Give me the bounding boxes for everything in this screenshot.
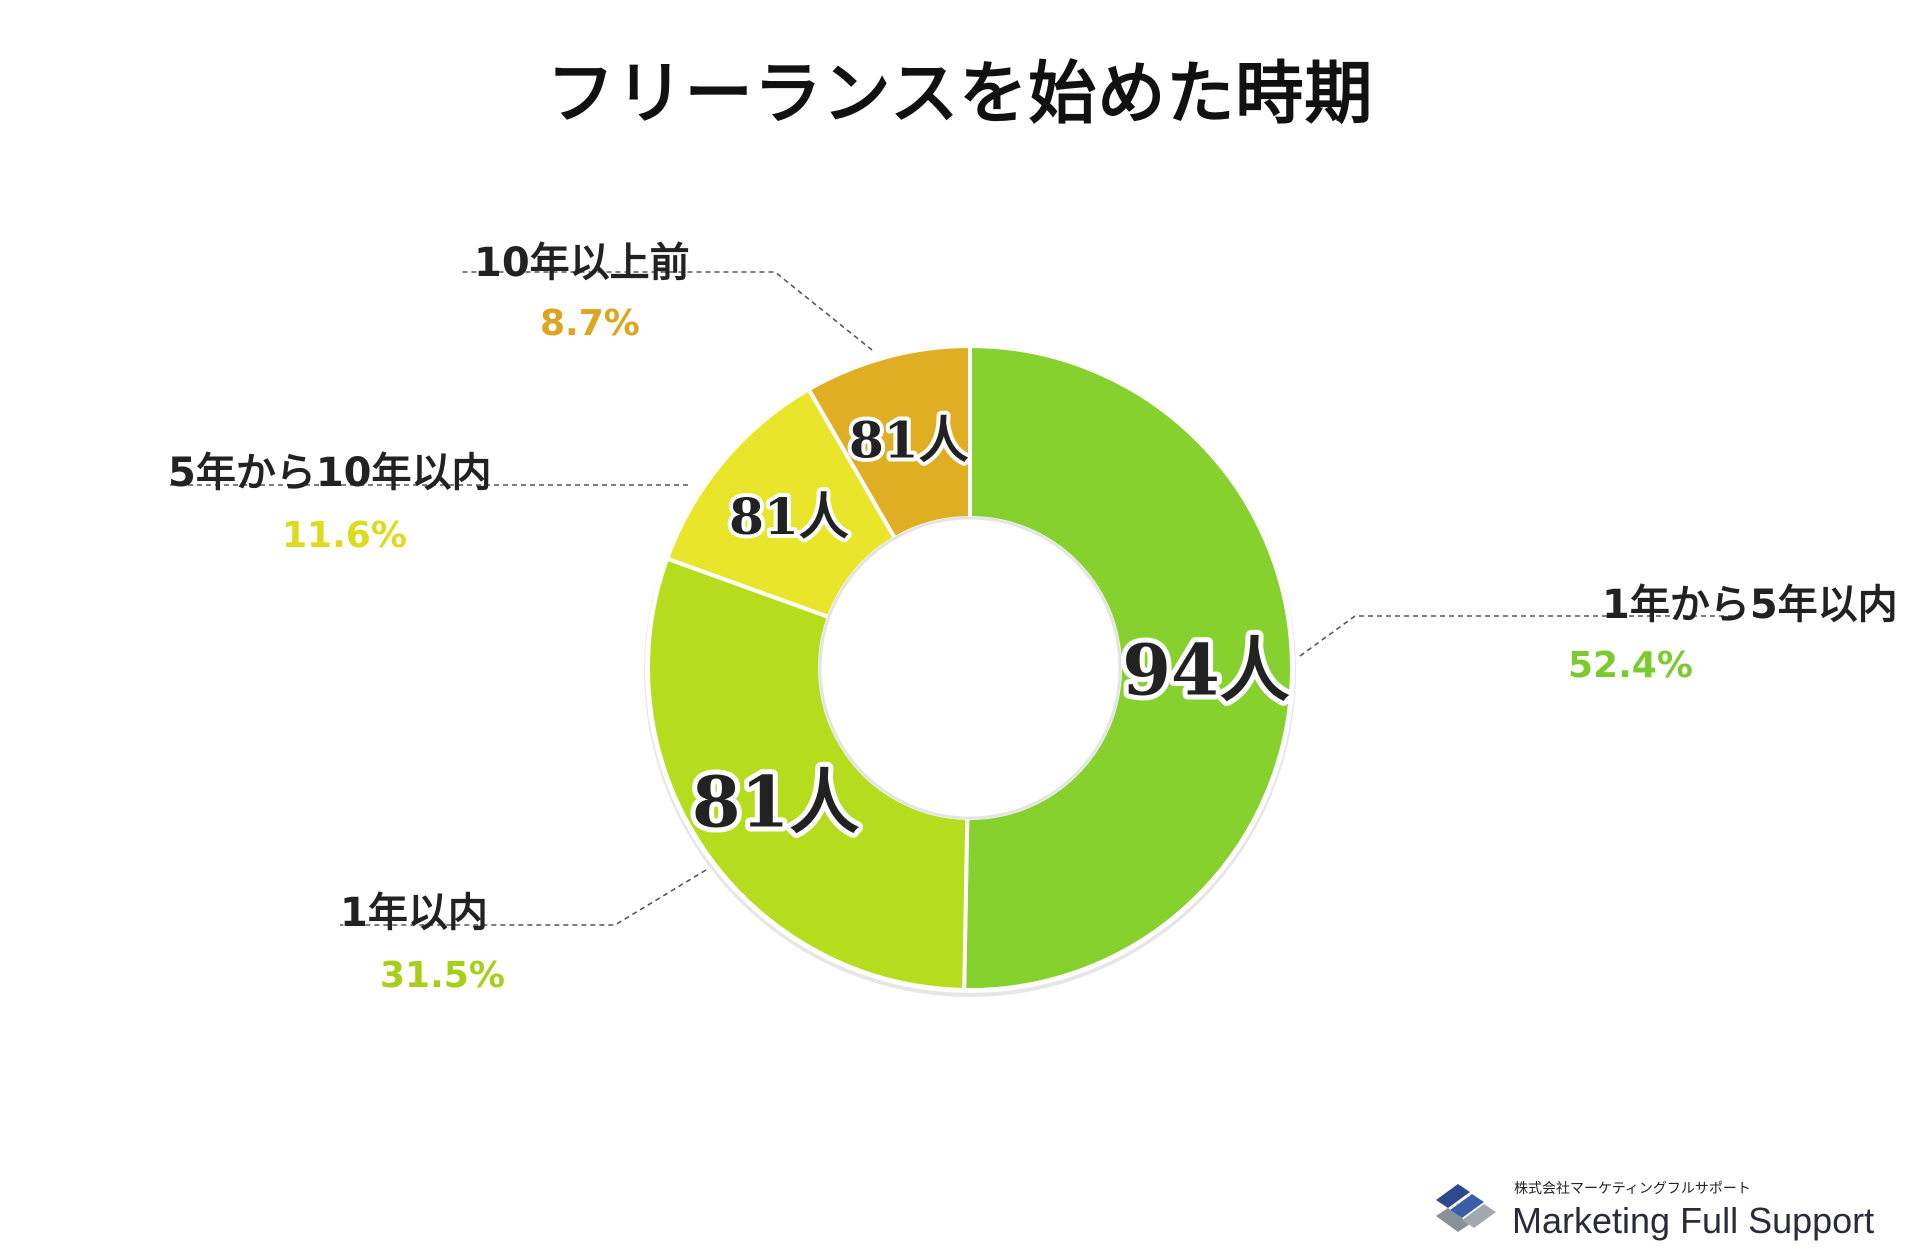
logo-brand-name: Marketing Full Support bbox=[1512, 1200, 1875, 1241]
chart-title: フリーランスを始めた時期 bbox=[546, 55, 1374, 134]
category-label-over-10-years: 10年以上前 bbox=[474, 240, 690, 286]
donut-hole bbox=[818, 516, 1122, 820]
leader-line-over-10-years bbox=[462, 271, 873, 351]
slice-count-label-5-to-10-years: 81人 bbox=[729, 487, 849, 546]
percent-label-over-10-years: 8.7% bbox=[540, 303, 640, 344]
leader-line-1-to-5-years bbox=[1299, 615, 1735, 657]
percent-label-5-to-10-years: 11.6% bbox=[282, 515, 407, 556]
slice-count-label-over-10-years: 81人 bbox=[849, 411, 969, 470]
brand-logo: 株式会社マーケティングフルサポート Marketing Full Support bbox=[1430, 1172, 1910, 1252]
leader-line-within-1-year bbox=[340, 869, 707, 926]
slice-count-label-1-to-5-years: 94人 bbox=[1122, 629, 1289, 712]
logo-company-name: 株式会社マーケティングフルサポート bbox=[1514, 1181, 1751, 1197]
category-label-within-1-year: 1年以内 bbox=[340, 890, 488, 936]
logo-mark-icon bbox=[1436, 1184, 1496, 1232]
category-label-5-to-10-years: 5年から10年以内 bbox=[168, 450, 492, 496]
percent-label-1-to-5-years: 52.4% bbox=[1568, 645, 1693, 686]
slice-count-label-within-1-year: 81人 bbox=[692, 760, 859, 843]
percent-label-within-1-year: 31.5% bbox=[380, 955, 505, 996]
category-label-1-to-5-years: 1年から5年以内 bbox=[1602, 582, 1898, 628]
